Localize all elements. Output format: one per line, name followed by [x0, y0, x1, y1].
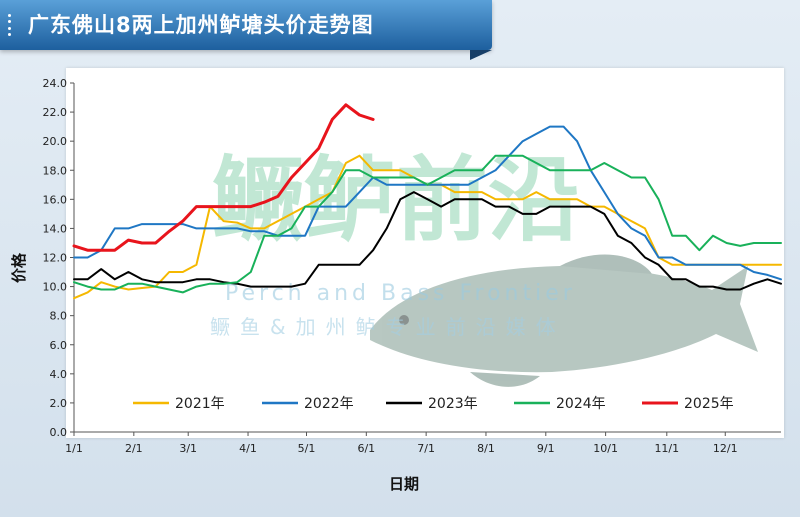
series-line-2023年 [73, 191, 782, 291]
y-tick-label: 12.0 [43, 252, 68, 265]
y-tick-label: 18.0 [43, 164, 68, 177]
banner-dots-icon [8, 14, 12, 36]
y-tick-label: 14.0 [43, 222, 68, 235]
y-tick-label: 22.0 [43, 106, 68, 119]
x-tick-label: 5/1 [298, 442, 316, 455]
y-tick-label: 16.0 [43, 193, 68, 206]
legend-label: 2023年 [428, 396, 478, 412]
x-axis-title: 日期 [389, 475, 419, 493]
legend-label: 2025年 [684, 396, 734, 412]
y-tick-label: 6.0 [50, 339, 68, 352]
x-tick-label: 2/1 [125, 442, 143, 455]
title-banner: 广东佛山8两上加州鲈塘头价走势图 [0, 0, 492, 60]
y-axis-title: 价格 [10, 252, 28, 283]
y-tick-label: 0.0 [50, 426, 68, 439]
y-tick-label: 20.0 [43, 135, 68, 148]
y-tick-label: 2.0 [50, 397, 68, 410]
x-tick-label: 4/1 [239, 442, 257, 455]
watermark-english: Perch and Bass Frontier [225, 281, 576, 306]
banner-fold [470, 50, 492, 60]
y-tick-label: 24.0 [43, 77, 68, 90]
legend: 2021年 2022年 2023年 2024年 2025年 [133, 396, 734, 412]
y-tick-label: 10.0 [43, 281, 68, 294]
x-tick-label: 8/1 [477, 442, 495, 455]
axes: 0.0 2.0 4.0 6.0 8.0 10.0 12.0 14.0 16.0 18.0 20.0 2… [43, 77, 781, 455]
legend-label: 2024年 [556, 396, 606, 412]
series-line-2024年 [73, 154, 782, 294]
series-lines [72, 103, 782, 300]
watermark: 鳜鲈前沿 Perch and Bass Frontier 鳜鱼&加州鲈专业前沿媒… [210, 147, 758, 387]
x-tick-label: 1/1 [65, 442, 83, 455]
legend-label: 2022年 [304, 396, 354, 412]
y-tick-label: 8.0 [50, 310, 68, 323]
y-tick-label: 4.0 [50, 368, 68, 381]
x-tick-label: 10/1 [593, 442, 618, 455]
watermark-tagline: 鳜鱼&加州鲈专业前沿媒体 [210, 315, 566, 339]
series-line-2025年 [72, 103, 375, 252]
x-tick-label: 12/1 [713, 442, 738, 455]
x-tick-label: 9/1 [537, 442, 555, 455]
x-tick-label: 3/1 [179, 442, 197, 455]
x-tick-label: 6/1 [357, 442, 375, 455]
legend-label: 2021年 [175, 396, 225, 412]
chart-title: 广东佛山8两上加州鲈塘头价走势图 [28, 13, 374, 37]
x-tick-label: 11/1 [654, 442, 679, 455]
plot-panel [66, 68, 784, 438]
x-tick-label: 7/1 [417, 442, 435, 455]
fish-image [370, 254, 758, 387]
